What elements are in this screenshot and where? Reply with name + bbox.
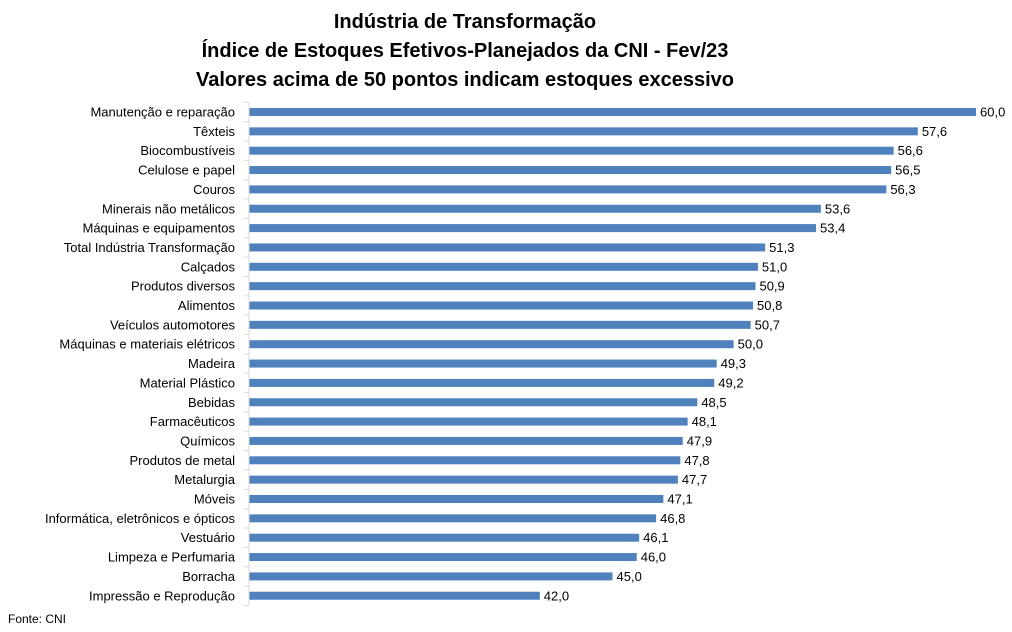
data-label: 49,3 xyxy=(721,356,746,371)
chart-title-line-2: Índice de Estoques Efetivos-Planejados d… xyxy=(201,40,729,62)
category-label: Produtos diversos xyxy=(131,279,236,294)
category-label: Couros xyxy=(193,182,235,197)
category-label: Móveis xyxy=(194,492,236,507)
data-label: 47,7 xyxy=(682,472,707,487)
chart-title-line-1: Indústria de Transformação xyxy=(333,11,597,33)
category-label: Impressão e Reprodução xyxy=(89,588,235,603)
category-label: Bebidas xyxy=(188,395,235,410)
bar xyxy=(249,243,766,252)
category-label: Minerais não metálicos xyxy=(102,201,235,216)
category-label: Máquinas e equipamentos xyxy=(83,221,236,236)
data-label: 50,9 xyxy=(759,279,784,294)
data-label: 50,0 xyxy=(738,337,763,352)
category-label: Borracha xyxy=(182,569,236,584)
category-label: Informática, eletrônicos e ópticos xyxy=(45,511,236,526)
bar xyxy=(249,204,821,213)
bar xyxy=(249,591,540,600)
data-label: 51,0 xyxy=(762,259,787,274)
category-label: Químicos xyxy=(180,433,235,448)
bar xyxy=(249,495,664,503)
category-label: Produtos de metal xyxy=(129,453,235,468)
data-label: 56,5 xyxy=(895,163,920,178)
data-label: 60,0 xyxy=(980,105,1005,120)
bar xyxy=(249,166,892,175)
data-label: 56,6 xyxy=(898,143,923,158)
bar xyxy=(249,436,683,445)
bar xyxy=(249,127,918,136)
data-label: 56,3 xyxy=(890,182,915,197)
chart-title: Indústria de Transformação Índice de Est… xyxy=(0,8,930,95)
category-label: Madeira xyxy=(188,356,236,371)
data-label: 48,1 xyxy=(692,414,717,429)
bar xyxy=(249,359,717,368)
bar xyxy=(249,185,887,194)
data-label: 46,0 xyxy=(641,550,666,565)
category-label: Vestuário xyxy=(181,530,235,545)
category-label: Limpeza e Perfumaria xyxy=(108,550,236,565)
bar xyxy=(249,475,678,484)
category-label: Celulose e papel xyxy=(138,163,235,178)
data-label: 49,2 xyxy=(718,375,743,390)
data-label: 47,1 xyxy=(667,492,692,507)
bar xyxy=(249,262,758,271)
data-label: 47,9 xyxy=(687,433,712,448)
bar xyxy=(249,340,734,349)
data-label: 42,0 xyxy=(544,588,569,603)
data-label: 53,4 xyxy=(820,221,845,236)
bar xyxy=(249,320,751,329)
bar xyxy=(249,378,715,387)
category-label: Veículos automotores xyxy=(110,317,236,332)
category-label: Farmacêuticos xyxy=(150,414,236,429)
bar xyxy=(249,514,657,523)
category-label: Biocombustíveis xyxy=(140,143,235,158)
bar xyxy=(249,553,637,562)
bar xyxy=(249,301,754,310)
category-label: Manutenção e reparação xyxy=(90,105,235,120)
category-label: Metalurgia xyxy=(174,472,235,487)
data-label: 51,3 xyxy=(769,240,794,255)
bar xyxy=(249,146,894,155)
bar xyxy=(249,533,640,542)
bar xyxy=(249,398,698,407)
data-label: 57,6 xyxy=(922,124,947,139)
data-label: 46,1 xyxy=(643,530,668,545)
data-label: 53,6 xyxy=(825,201,850,216)
bar xyxy=(249,456,681,465)
category-label: Máquinas e materiais elétricos xyxy=(59,337,235,352)
bar xyxy=(249,108,976,116)
bar xyxy=(249,572,613,581)
category-label: Material Plástico xyxy=(140,375,235,390)
data-label: 45,0 xyxy=(617,569,642,584)
data-label: 47,8 xyxy=(684,453,709,468)
bar xyxy=(249,224,817,233)
chart-title-line-3: Valores acima de 50 pontos indicam estoq… xyxy=(195,69,735,91)
category-label: Têxteis xyxy=(193,124,235,139)
data-label: 50,8 xyxy=(757,298,782,313)
category-label: Total Indústria Transformação xyxy=(64,240,235,255)
data-label: 48,5 xyxy=(701,395,726,410)
data-label: 46,8 xyxy=(660,511,685,526)
bar xyxy=(249,282,756,291)
category-label: Calçados xyxy=(181,259,236,274)
bar xyxy=(249,417,688,426)
source-note: Fonte: CNI xyxy=(8,612,67,626)
data-label: 50,7 xyxy=(755,317,780,332)
category-label: Alimentos xyxy=(178,298,236,313)
